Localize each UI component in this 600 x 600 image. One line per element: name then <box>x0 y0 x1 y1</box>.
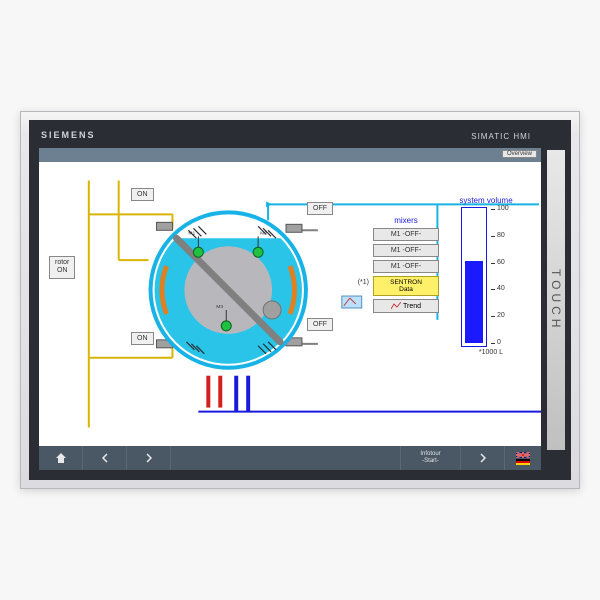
volume-tick: 80 <box>497 232 505 239</box>
valve-on-bottom[interactable]: ON <box>131 332 154 345</box>
volume-tick: 40 <box>497 285 505 292</box>
svg-text:M2: M2 <box>260 230 267 236</box>
volume-unit: *1000 L <box>457 349 525 356</box>
nav-prev-button[interactable] <box>83 446 127 470</box>
process-canvas: M1 M3 M2 rotor ON ON ON OFF OFF <box>39 162 541 446</box>
volume-bar <box>461 207 487 347</box>
touch-badge: TOUCH <box>547 150 565 450</box>
chevron-left-icon <box>100 453 110 463</box>
mixer-button-3[interactable]: M1 -OFF- <box>373 260 439 273</box>
hmi-device-frame: SIEMENS SIMATIC HMI TOUCH Overview <box>20 111 580 489</box>
home-button[interactable] <box>39 446 83 470</box>
brand-logo: SIEMENS <box>41 130 96 140</box>
volume-panel: system volume 100 80 60 40 20 0 *1000 L <box>447 196 525 356</box>
bezel: SIEMENS SIMATIC HMI TOUCH Overview <box>29 120 571 480</box>
overview-button[interactable]: Overview <box>502 150 537 158</box>
volume-tick: 60 <box>497 259 505 266</box>
volume-scale: 100 80 60 40 20 0 <box>491 207 521 347</box>
infotour-button[interactable]: Infotour -Start- <box>401 446 461 470</box>
bottom-navbar: Infotour -Start- <box>39 446 541 470</box>
trend-button[interactable]: Trend <box>373 299 439 313</box>
mixers-panel: mixers M1 -OFF- M1 -OFF- M1 -OFF- SENTRO… <box>373 216 439 313</box>
chevron-right-icon <box>144 453 154 463</box>
svg-text:M1: M1 <box>188 230 195 236</box>
mixers-title: mixers <box>373 216 439 225</box>
footnote-marker: (*1) <box>358 279 369 286</box>
valve-off-top[interactable]: OFF <box>307 202 333 215</box>
mixer-button-2[interactable]: M1 -OFF- <box>373 244 439 257</box>
volume-title: system volume <box>447 196 525 205</box>
volume-tick: 20 <box>497 312 505 319</box>
svg-text:M3: M3 <box>216 304 223 310</box>
trend-icon <box>391 302 401 310</box>
volume-fill <box>465 261 483 343</box>
rotor-on-label[interactable]: rotor ON <box>49 256 75 279</box>
chevron-right-icon <box>478 453 488 463</box>
nav-next-button[interactable] <box>127 446 171 470</box>
valve-on-top[interactable]: ON <box>131 188 154 201</box>
volume-tick: 0 <box>497 339 501 346</box>
valve-off-bottom[interactable]: OFF <box>307 318 333 331</box>
mixer-button-1[interactable]: M1 -OFF- <box>373 228 439 241</box>
volume-tick: 100 <box>497 205 509 212</box>
screen: Overview <box>39 148 541 470</box>
sentron-data-button[interactable]: SENTRON Data <box>373 276 439 296</box>
flag-de-icon <box>516 459 530 465</box>
language-button[interactable] <box>505 446 541 470</box>
home-icon <box>55 452 67 464</box>
nav-next2-button[interactable] <box>461 446 505 470</box>
nav-spacer <box>171 446 401 470</box>
flag-uk-icon <box>516 452 530 458</box>
model-label: SIMATIC HMI <box>471 132 531 141</box>
top-bar: Overview <box>39 148 541 162</box>
